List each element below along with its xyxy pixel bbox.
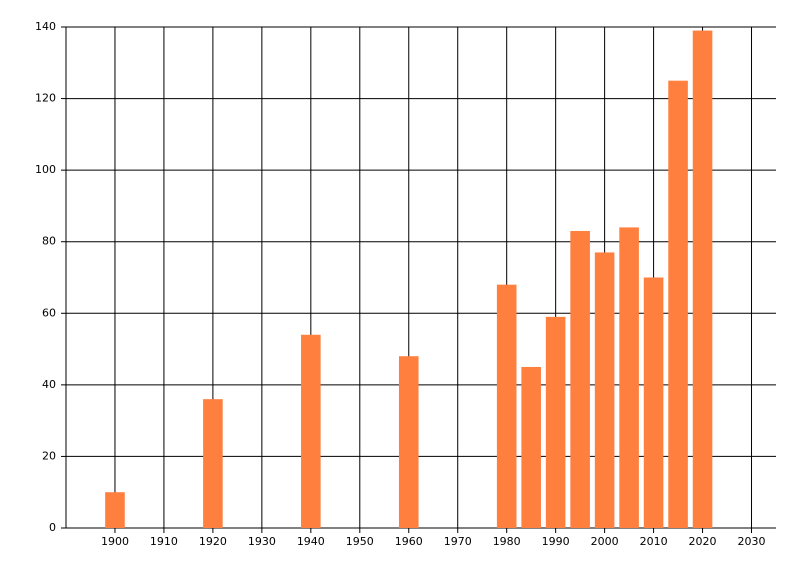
y-tick-label: 60 [42,306,56,319]
x-tick-label: 1930 [248,535,276,548]
y-tick-label: 120 [35,92,56,105]
x-tick-label: 1920 [199,535,227,548]
bar [203,399,223,528]
bar [668,80,688,528]
y-tick-label: 80 [42,235,56,248]
x-tick-label: 1910 [150,535,178,548]
bar [521,366,541,528]
y-tick-label: 140 [35,20,56,33]
bar [301,334,321,528]
x-tick-label: 2000 [591,535,619,548]
x-tick-label: 1990 [542,535,570,548]
x-tick-label: 1900 [101,535,129,548]
x-tick-label: 2030 [738,535,766,548]
x-tick-label: 1980 [493,535,521,548]
bar [570,230,590,528]
x-tick-label: 1940 [297,535,325,548]
x-tick-label: 1960 [395,535,423,548]
bar [692,30,713,528]
x-tick-label: 1950 [346,535,374,548]
y-tick-label: 20 [42,449,56,462]
x-tick-label: 2020 [689,535,717,548]
bar [496,284,517,528]
x-tick-label: 2010 [640,535,668,548]
bar [594,252,615,528]
x-tick-label: 1970 [444,535,472,548]
bar [619,227,639,528]
y-tick-label: 100 [35,163,56,176]
y-tick-label: 0 [49,521,56,534]
bar [643,277,664,528]
bar [105,492,125,528]
bar [545,316,566,528]
y-tick-label: 40 [42,378,56,391]
bar [398,356,419,528]
